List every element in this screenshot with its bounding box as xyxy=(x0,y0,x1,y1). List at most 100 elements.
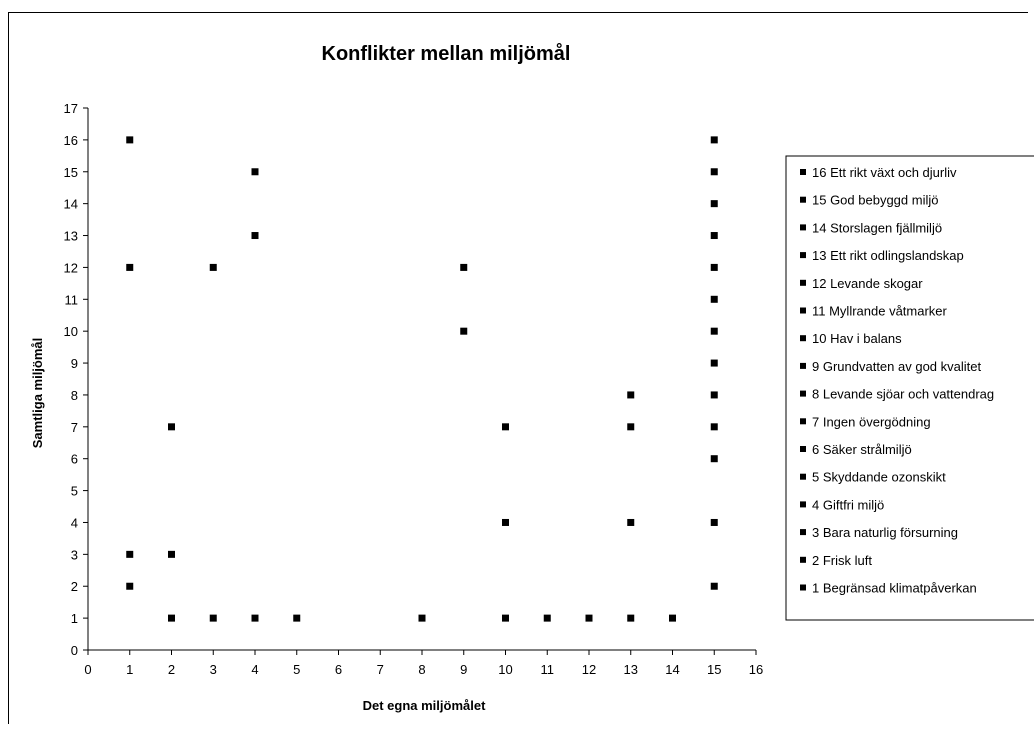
x-tick-label: 2 xyxy=(168,662,175,677)
legend-marker xyxy=(800,418,806,425)
legend-entry: 11 Myllrande våtmarker xyxy=(812,304,948,319)
legend-marker xyxy=(800,501,806,508)
legend-entry: 3 Bara naturlig försurning xyxy=(812,525,958,540)
data-point xyxy=(126,550,134,558)
y-tick-label: 7 xyxy=(71,420,78,435)
y-tick-label: 15 xyxy=(64,165,78,180)
legend-marker xyxy=(800,224,806,231)
data-point xyxy=(543,614,551,622)
data-point xyxy=(710,327,718,335)
legend-marker xyxy=(800,584,806,591)
legend-entry: 9 Grundvatten av god kvalitet xyxy=(812,359,981,374)
legend-marker xyxy=(800,446,806,452)
legend-marker xyxy=(800,307,806,314)
data-point xyxy=(710,168,718,176)
legend-box xyxy=(785,155,1034,621)
x-tick-label: 7 xyxy=(377,662,384,677)
legend-entry: 4 Giftfri miljö xyxy=(812,497,884,512)
y-tick-label: 14 xyxy=(64,197,78,212)
x-tick-label: 11 xyxy=(541,662,555,677)
data-point xyxy=(502,614,509,622)
y-tick-label: 12 xyxy=(64,260,78,275)
y-tick-label: 1 xyxy=(71,611,78,626)
data-point xyxy=(209,263,217,271)
legend-entry: 16 Ett rikt växt och djurliv xyxy=(812,165,957,180)
y-tick-label: 10 xyxy=(64,324,78,339)
axes xyxy=(83,107,757,655)
data-point xyxy=(710,136,718,144)
y-tick-label: 13 xyxy=(64,229,78,244)
data-point xyxy=(585,614,593,622)
data-point xyxy=(710,232,718,240)
data-point xyxy=(710,359,718,367)
x-tick-label: 9 xyxy=(460,662,467,677)
y-tick-label: 2 xyxy=(71,579,78,594)
data-point xyxy=(627,423,635,431)
data-point xyxy=(710,455,718,463)
y-tick-label: 11 xyxy=(65,292,79,307)
x-tick-label: 8 xyxy=(418,662,425,677)
data-point xyxy=(627,391,635,399)
data-point xyxy=(168,550,175,558)
legend-entry: 7 Ingen övergödning xyxy=(812,414,931,429)
legend-entry: 5 Skyddande ozonskikt xyxy=(812,470,946,485)
data-point xyxy=(209,614,217,622)
legend-entry: 15 God bebyggd miljö xyxy=(812,193,938,208)
data-point xyxy=(251,232,259,240)
x-tick-label: 10 xyxy=(498,662,512,677)
chart-title: Konflikter mellan miljömål xyxy=(322,42,571,65)
data-point xyxy=(710,295,718,303)
data-point xyxy=(460,263,468,271)
x-tick-label: 12 xyxy=(582,662,596,677)
data-point xyxy=(710,391,718,399)
legend-marker xyxy=(800,196,806,203)
x-tick-label: 1 xyxy=(126,662,133,677)
legend-entry: 12 Levande skogar xyxy=(812,276,923,291)
data-point xyxy=(627,518,635,526)
data-point xyxy=(502,423,509,431)
legend-marker xyxy=(800,529,806,536)
data-point xyxy=(168,614,175,622)
legend-entry: 2 Frisk luft xyxy=(812,553,872,568)
data-point xyxy=(710,518,718,526)
y-tick-label: 4 xyxy=(71,515,78,530)
data-point xyxy=(627,614,635,622)
legend-marker xyxy=(800,335,806,342)
legend-entry: 6 Säker strålmiljö xyxy=(812,442,912,457)
y-tick-label: 17 xyxy=(64,101,78,116)
y-axis-label: Samtliga miljömål xyxy=(30,338,45,449)
x-tick-label: 6 xyxy=(335,662,342,677)
data-point xyxy=(126,582,134,590)
legend-marker xyxy=(800,362,806,369)
y-tick-label: 3 xyxy=(71,547,78,562)
y-tick-label: 9 xyxy=(71,356,78,371)
legend-entry: 1 Begränsad klimatpåverkan xyxy=(812,581,977,596)
legend-marker xyxy=(800,169,806,175)
legend: 16 Ett rikt växt och djurliv 15 God bebyg… xyxy=(785,155,1034,621)
y-tick-label: 16 xyxy=(64,133,78,148)
data-point xyxy=(251,614,259,622)
legend-marker xyxy=(800,390,806,397)
legend-entry: 14 Storslagen fjällmiljö xyxy=(812,220,942,235)
data-point xyxy=(168,423,175,431)
x-tick-label: 15 xyxy=(707,662,721,677)
y-tick-label: 5 xyxy=(71,484,78,499)
x-tick-labels: 0 1 2 3 4 5 6 7 8 9 10 11 12 13 14 15 16 xyxy=(84,662,763,677)
data-point xyxy=(418,614,426,622)
x-tick-label: 16 xyxy=(749,662,763,677)
data-point xyxy=(293,614,301,622)
data-point xyxy=(502,518,509,526)
data-point xyxy=(126,136,134,144)
legend-marker xyxy=(800,252,806,259)
legend-marker xyxy=(800,556,806,563)
data-point xyxy=(710,423,718,431)
x-axis-label: Det egna miljömålet xyxy=(363,698,486,713)
data-point xyxy=(710,263,718,271)
legend-marker xyxy=(800,473,806,480)
data-points xyxy=(126,136,718,622)
data-point xyxy=(710,200,718,208)
data-point xyxy=(669,614,676,622)
x-tick-label: 3 xyxy=(210,662,217,677)
